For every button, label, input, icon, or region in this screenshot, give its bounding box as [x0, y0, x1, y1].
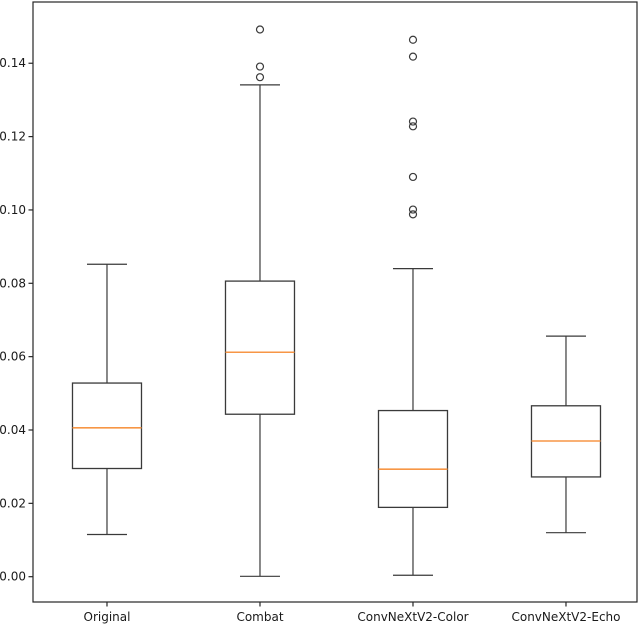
outlier-point: [408, 52, 418, 61]
outlier-point: [408, 122, 418, 131]
y-axis-tick-label: 0.04: [0, 423, 26, 437]
x-axis-tick-label: Combat: [236, 610, 283, 624]
outlier-point: [408, 35, 418, 44]
y-axis-tick-label: 0.14: [0, 56, 26, 70]
box: [71, 382, 143, 470]
x-axis-tick-label: ConvNeXtV2-Echo: [511, 610, 620, 624]
x-axis-tick-label: Original: [84, 610, 131, 624]
outlier-point: [408, 172, 418, 182]
outlier-point: [255, 73, 265, 82]
y-axis-tick-label: 0.02: [0, 496, 26, 510]
y-axis-tick-label: 0.12: [0, 130, 26, 144]
outlier-point: [255, 25, 265, 34]
outlier-point: [408, 205, 418, 214]
box: [377, 409, 449, 509]
x-axis-tick-label: ConvNeXtV2-Color: [357, 610, 468, 624]
y-axis-tick-label: 0.00: [0, 570, 26, 584]
y-axis-tick-label: 0.06: [0, 350, 26, 364]
y-axis-tick-label: 0.08: [0, 276, 26, 290]
outlier-point: [408, 210, 418, 219]
box: [224, 280, 296, 415]
plot-border: [32, 1, 638, 603]
outlier-point: [255, 62, 265, 71]
y-axis-tick-label: 0.10: [0, 203, 26, 217]
outlier-point: [408, 117, 418, 126]
